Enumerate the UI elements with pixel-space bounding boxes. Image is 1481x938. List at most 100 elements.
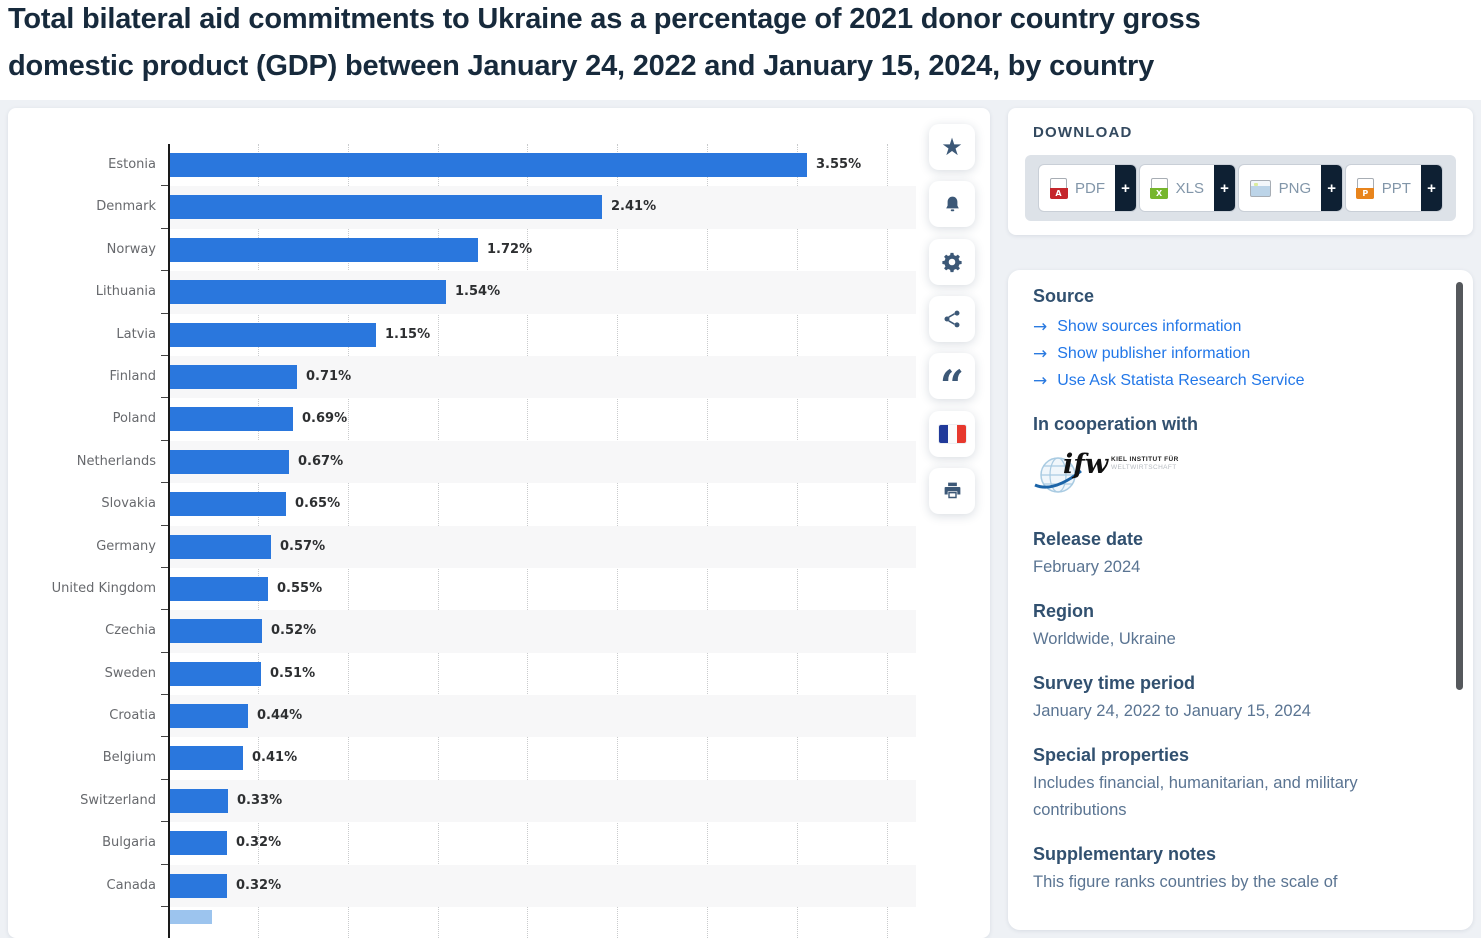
country-label: Denmark (96, 199, 156, 215)
chart-row: Canada 0.32% (8, 864, 990, 908)
language-french-button[interactable] (929, 410, 975, 457)
country-label: Germany (96, 538, 156, 554)
meta-heading: Region (1033, 601, 1094, 621)
ifw-kiel-institute-logo: ifw KIEL INSTITUT FÜR WELTWIRTSCHAFT (1033, 447, 1428, 509)
bar[interactable] (169, 195, 602, 220)
download-plus-tab[interactable]: + (1214, 165, 1235, 211)
meta-heading: Special properties (1033, 745, 1190, 765)
bar[interactable] (169, 449, 289, 474)
ppt-file-icon: P (1356, 177, 1375, 199)
axis-tick (161, 736, 169, 738)
settings-button[interactable] (929, 238, 975, 285)
bar[interactable] (169, 280, 446, 305)
bar[interactable] (169, 322, 376, 347)
bell-icon (942, 194, 963, 215)
alerts-button[interactable] (929, 181, 975, 228)
value-label: 0.55% (277, 580, 323, 596)
download-heading: DOWNLOAD (1033, 124, 1133, 141)
source-link[interactable]: → Use Ask Statista Research Service (1033, 367, 1428, 394)
axis-tick (161, 524, 169, 526)
download-xls-button[interactable]: X XLS + (1138, 164, 1236, 212)
pdf-file-icon: A (1049, 177, 1068, 199)
bar[interactable] (169, 788, 228, 813)
download-plus-tab[interactable]: + (1420, 165, 1442, 211)
citation-button[interactable]: “ (929, 353, 975, 410)
axis-tick (161, 863, 169, 865)
download-ppt-button[interactable]: P PPT + (1344, 164, 1443, 212)
bar[interactable] (169, 407, 293, 432)
png-file-icon (1249, 179, 1271, 197)
favorite-button[interactable]: ★ (929, 124, 975, 170)
source-link[interactable]: → Show sources information (1033, 313, 1428, 340)
country-label: Croatia (109, 708, 156, 724)
value-label: 0.52% (271, 623, 317, 639)
bar[interactable] (169, 364, 297, 389)
value-label: 0.51% (270, 665, 316, 681)
value-label: 1.72% (487, 241, 533, 257)
bar[interactable] (169, 619, 262, 644)
source-link[interactable]: → Show publisher information (1033, 340, 1428, 367)
source-link-label: Use Ask Statista Research Service (1057, 371, 1305, 389)
chart-card: Estonia 3.55% Denmark 2.41% Norway 1.72% Lithu… (8, 108, 990, 938)
chart-row: Denmark 2.41% (8, 186, 990, 229)
axis-tick (161, 312, 169, 314)
country-label: Sweden (104, 665, 156, 681)
bar[interactable] (169, 153, 807, 177)
row-stripe (168, 695, 916, 738)
meta-heading: Supplementary notes (1033, 844, 1217, 864)
bar[interactable] (169, 746, 243, 771)
row-stripe (168, 525, 916, 568)
chart-row: Slovakia 0.65% (8, 483, 990, 526)
bar[interactable] (169, 492, 286, 517)
bar[interactable] (169, 661, 261, 686)
meta-value: February 2024 (1033, 558, 1141, 576)
bar[interactable] (169, 831, 227, 856)
axis-tick (161, 566, 169, 568)
axis-tick (161, 354, 169, 356)
chart-row: Bulgaria 0.32% (8, 822, 990, 865)
bar[interactable] (169, 576, 268, 601)
print-button[interactable] (929, 467, 975, 514)
meta-value: Worldwide, Ukraine (1033, 630, 1176, 648)
value-label: 1.15% (385, 326, 431, 342)
ifw-logo-subtext: KIEL INSTITUT FÜR WELTWIRTSCHAFT (1111, 456, 1179, 471)
arrow-right-icon: → (1033, 370, 1048, 391)
page-title-line2: domestic product (GDP) between January 2… (8, 50, 1155, 82)
country-label: Latvia (116, 326, 156, 342)
download-plus-tab[interactable]: + (1115, 165, 1136, 211)
country-label: Czechia (105, 623, 156, 639)
source-links: → Show sources information → Show publisher… (1033, 313, 1428, 394)
page-title: Total bilateral aid commitments to Ukrai… (8, 0, 1428, 90)
bar[interactable] (169, 534, 271, 559)
chart-row: Belgium 0.41% (8, 737, 990, 780)
axis-tick (161, 270, 169, 272)
row-stripe (168, 864, 916, 908)
share-button[interactable] (929, 295, 975, 342)
scrollbar-thumb[interactable] (1456, 282, 1463, 690)
value-label: 0.44% (257, 708, 303, 724)
country-label: Belgium (102, 750, 156, 766)
chart-row: Croatia 0.44% (8, 695, 990, 738)
value-label: 0.71% (306, 368, 352, 384)
arrow-right-icon: → (1033, 343, 1048, 364)
country-label: Netherlands (76, 453, 156, 469)
bar[interactable] (169, 237, 478, 262)
chart-row: Finland 0.71% (8, 355, 990, 399)
chart-row: Norway 1.72% (8, 229, 990, 272)
partial-next-bar (170, 910, 212, 924)
chart-row: Latvia 1.15% (8, 314, 990, 356)
download-pdf-button[interactable]: A PDF + (1038, 164, 1137, 212)
download-png-button[interactable]: PNG + (1237, 164, 1344, 212)
quote-icon: “ (939, 360, 965, 410)
bar[interactable] (169, 704, 248, 729)
value-label: 0.67% (298, 453, 344, 469)
bar[interactable] (169, 873, 227, 898)
chart-row: Switzerland 0.33% (8, 779, 990, 823)
chart-row: Lithuania 1.54% (8, 271, 990, 314)
download-button-label: PDF (1075, 179, 1105, 197)
download-plus-tab[interactable]: + (1321, 165, 1343, 211)
source-link-label: Show sources information (1057, 317, 1242, 335)
ifw-logo-text: ifw (1063, 449, 1109, 480)
header-band: Total bilateral aid commitments to Ukrai… (0, 0, 1481, 100)
meta-value: Includes financial, humanitarian, and mi… (1033, 774, 1358, 819)
